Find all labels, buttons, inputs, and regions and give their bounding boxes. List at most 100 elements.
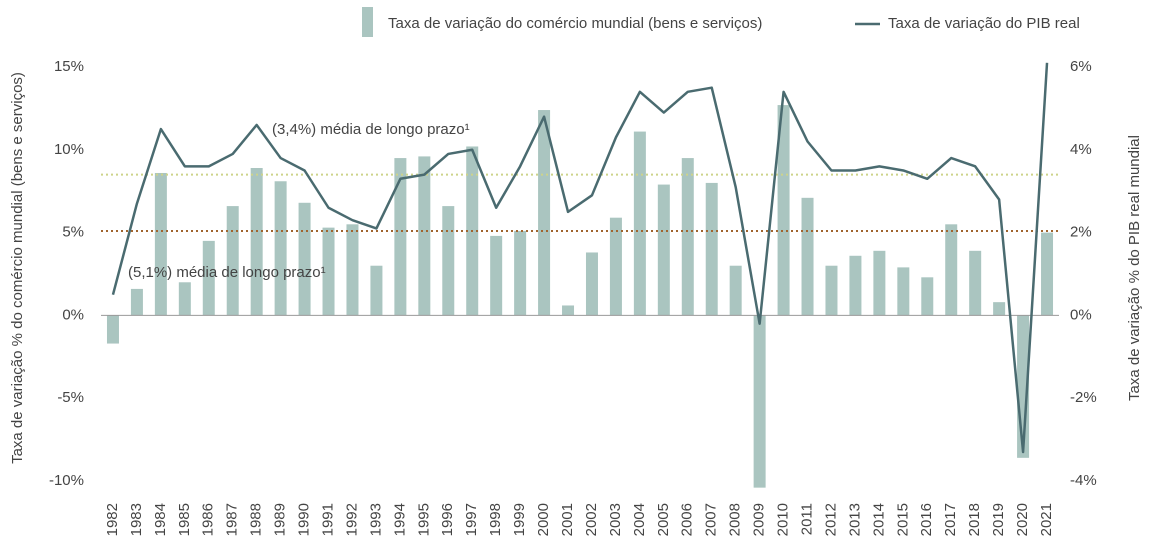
y-tick-label: 15% xyxy=(54,58,84,75)
bar xyxy=(801,197,814,316)
x-tick-label: 1983 xyxy=(128,503,145,536)
bar xyxy=(753,315,766,488)
annotation: (5,1%) média de longo prazo¹ xyxy=(128,264,326,281)
x-tick-label: 2006 xyxy=(679,503,696,536)
bar xyxy=(921,277,934,316)
bar xyxy=(1017,315,1030,458)
bar xyxy=(585,252,598,316)
x-tick-label: 2009 xyxy=(751,503,768,536)
bar xyxy=(418,156,431,316)
x-tick-label: 2016 xyxy=(918,503,935,536)
y2-axis-label: Taxa de variação % do PIB real mundial xyxy=(1126,135,1143,401)
bar xyxy=(514,230,527,316)
bar xyxy=(1041,232,1054,316)
x-tick-label: 1992 xyxy=(343,503,360,536)
bar xyxy=(154,172,167,316)
x-tick-label: 1985 xyxy=(176,503,193,536)
bar xyxy=(873,250,886,316)
x-tick-label: 1988 xyxy=(248,503,265,536)
x-tick-label: 1990 xyxy=(296,503,313,536)
legend-label: Taxa de variação do comércio mundial (be… xyxy=(388,15,762,32)
x-tick-label: 1987 xyxy=(224,503,241,536)
y2-tick-label: 6% xyxy=(1070,58,1092,75)
x-tick-label: 2021 xyxy=(1038,503,1055,536)
bar xyxy=(394,158,407,316)
y-tick-label: -10% xyxy=(49,472,84,489)
x-tick-label: 2004 xyxy=(631,503,648,536)
bar xyxy=(130,288,143,316)
bar xyxy=(346,224,359,316)
legend-label: Taxa de variação do PIB real xyxy=(888,15,1080,32)
bar xyxy=(274,181,287,316)
x-tick-label: 2007 xyxy=(703,503,720,536)
y-tick-label: 5% xyxy=(62,224,84,241)
x-tick-label: 1994 xyxy=(391,503,408,536)
x-tick-label: 2010 xyxy=(775,503,792,536)
x-tick-label: 2015 xyxy=(894,503,911,536)
x-tick-label: 2019 xyxy=(990,503,1007,536)
bar xyxy=(825,265,838,316)
x-tick-label: 2018 xyxy=(966,503,983,536)
bar xyxy=(226,206,239,316)
bar xyxy=(178,282,191,316)
bar xyxy=(993,302,1006,316)
x-tick-label: 2020 xyxy=(1014,503,1031,536)
bar xyxy=(609,217,622,316)
y-tick-label: -5% xyxy=(57,389,84,406)
x-tick-label: 1998 xyxy=(487,503,504,536)
x-tick-label: 1995 xyxy=(415,503,432,536)
bar xyxy=(298,202,311,316)
legend-swatch xyxy=(362,7,373,37)
y-axis-label: Taxa de variação % do comércio mundial (… xyxy=(9,72,26,464)
y2-tick-label: 4% xyxy=(1070,141,1092,158)
x-tick-label: 2008 xyxy=(727,503,744,536)
y2-tick-label: 0% xyxy=(1070,306,1092,323)
bar xyxy=(442,206,455,316)
bar xyxy=(705,182,718,316)
annotation: (3,4%) média de longo prazo¹ xyxy=(272,121,470,138)
x-tick-label: 1989 xyxy=(272,503,289,536)
line xyxy=(111,62,1049,454)
y-tick-label: 10% xyxy=(54,141,84,158)
y-tick-label: 0% xyxy=(62,306,84,323)
y2-tick-label: -4% xyxy=(1070,472,1097,489)
x-tick-label: 1993 xyxy=(367,503,384,536)
x-tick-label: 1996 xyxy=(439,503,456,536)
y2-tick-label: 2% xyxy=(1070,224,1092,241)
x-tick-label: 2017 xyxy=(942,503,959,536)
bar xyxy=(562,305,575,316)
bar xyxy=(729,265,742,316)
bar xyxy=(777,105,790,316)
bar xyxy=(202,240,215,316)
x-tick-label: 1984 xyxy=(152,503,169,536)
bar xyxy=(633,131,646,316)
x-tick-label: 2011 xyxy=(798,503,815,535)
y2-tick-label: -2% xyxy=(1070,389,1097,406)
bar xyxy=(849,255,862,316)
x-tick-label: 2001 xyxy=(559,503,576,536)
x-tick-label: 1997 xyxy=(463,503,480,536)
x-tick-label: 2000 xyxy=(535,503,552,536)
x-tick-label: 1999 xyxy=(511,503,528,536)
bar xyxy=(250,168,263,316)
bar xyxy=(657,184,670,316)
bar xyxy=(969,250,982,316)
bar xyxy=(945,224,958,316)
bar xyxy=(490,235,503,316)
bar xyxy=(106,315,119,344)
x-tick-label: 2014 xyxy=(870,503,887,536)
bar xyxy=(897,267,910,316)
x-tick-label: 1982 xyxy=(104,503,121,536)
bar xyxy=(370,265,383,316)
bar xyxy=(681,158,694,316)
x-tick-label: 2012 xyxy=(822,503,839,536)
x-tick-label: 2005 xyxy=(655,503,672,536)
bar xyxy=(538,110,551,316)
x-tick-label: 2013 xyxy=(846,503,863,536)
x-tick-label: 2002 xyxy=(583,503,600,536)
x-tick-label: 1991 xyxy=(319,503,336,536)
x-tick-label: 2003 xyxy=(607,503,624,536)
x-tick-label: 1986 xyxy=(200,503,217,536)
bar xyxy=(322,227,335,316)
